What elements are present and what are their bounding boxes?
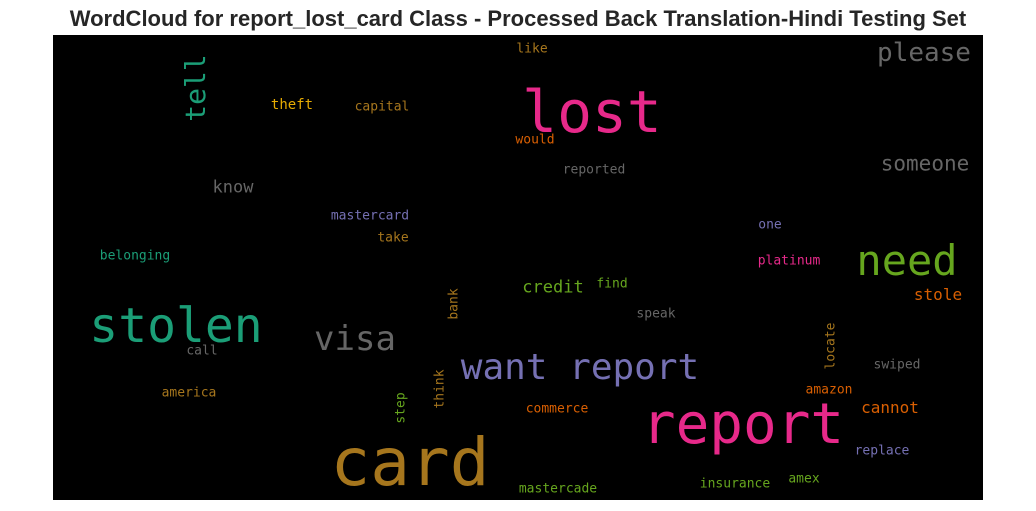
word-amazon: amazon bbox=[805, 382, 853, 398]
word-step: step bbox=[393, 392, 409, 424]
word-please: please bbox=[877, 38, 971, 68]
word-insurance: insurance bbox=[699, 476, 771, 492]
word-stolen: stolen bbox=[89, 298, 263, 354]
word-america: america bbox=[161, 385, 217, 401]
word-lost: lost bbox=[522, 78, 662, 146]
word-belonging: belonging bbox=[99, 248, 171, 264]
word-need: need bbox=[856, 236, 958, 285]
word-amex: amex bbox=[788, 471, 820, 487]
word-theft: theft bbox=[270, 97, 314, 113]
word-think: think bbox=[432, 369, 448, 409]
word-credit: credit bbox=[522, 277, 584, 298]
word-know: know bbox=[212, 177, 254, 198]
word-find: find bbox=[596, 276, 628, 292]
word-commerce: commerce bbox=[525, 401, 589, 417]
word-platinum: platinum bbox=[757, 253, 821, 269]
word-cannot: cannot bbox=[861, 398, 919, 417]
word-stole: stole bbox=[913, 285, 963, 304]
word-tell: tell bbox=[179, 54, 212, 122]
word-one: one bbox=[758, 217, 782, 233]
word-locate: locate bbox=[823, 322, 839, 370]
word-like: like bbox=[516, 41, 548, 57]
word-replace: replace bbox=[854, 443, 910, 459]
word-call: call bbox=[186, 343, 218, 359]
wordcloud-canvas: card report lost stolen want report need visa t… bbox=[53, 35, 983, 500]
word-reported: reported bbox=[562, 162, 626, 178]
word-speak: speak bbox=[636, 306, 676, 322]
word-capital: capital bbox=[354, 99, 410, 115]
word-card: card bbox=[330, 424, 490, 501]
word-mastercard: mastercard bbox=[330, 208, 410, 224]
word-swiped: swiped bbox=[873, 357, 921, 373]
word-someone: someone bbox=[880, 151, 970, 176]
word-bank: bank bbox=[446, 288, 462, 320]
chart-title: WordCloud for report_lost_card Class - P… bbox=[69, 6, 967, 31]
word-mastercade: mastercade bbox=[518, 481, 598, 497]
word-would: would bbox=[515, 132, 555, 148]
word-take: take bbox=[377, 230, 409, 246]
word-want-report: want report bbox=[460, 347, 700, 388]
word-visa: visa bbox=[314, 319, 396, 359]
word-report: report bbox=[641, 392, 845, 457]
